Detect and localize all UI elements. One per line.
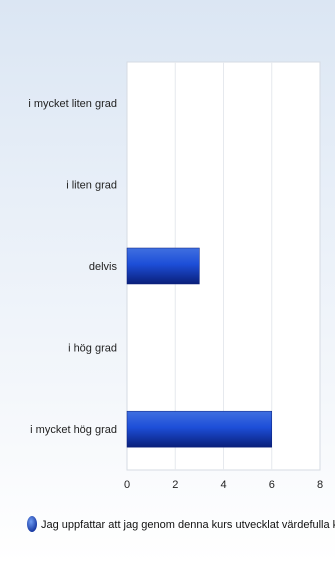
x-tick-label: 6: [269, 479, 275, 491]
bar: [126, 247, 200, 285]
category-label: i mycket liten grad: [28, 98, 117, 110]
category-label: i mycket hög grad: [30, 424, 117, 436]
x-tick-label: 4: [220, 479, 226, 491]
legend: Jag uppfattar att jag genom denna kurs u…: [27, 516, 335, 532]
x-tick-label: 0: [124, 479, 130, 491]
category-label: delvis: [89, 261, 118, 273]
x-tick-label: 2: [172, 479, 178, 491]
bar: [126, 410, 272, 448]
bars: [126, 247, 272, 448]
category-label: i liten grad: [66, 179, 117, 191]
legend-label: Jag uppfattar att jag genom denna kurs u…: [41, 519, 335, 531]
category-labels: i mycket liten grad i liten grad delvis i h…: [28, 98, 117, 436]
x-tick-labels: 0 2 4 6 8: [124, 479, 323, 491]
x-tick-label: 8: [317, 479, 323, 491]
legend-marker: [27, 516, 37, 532]
category-label: i hög grad: [68, 343, 117, 355]
